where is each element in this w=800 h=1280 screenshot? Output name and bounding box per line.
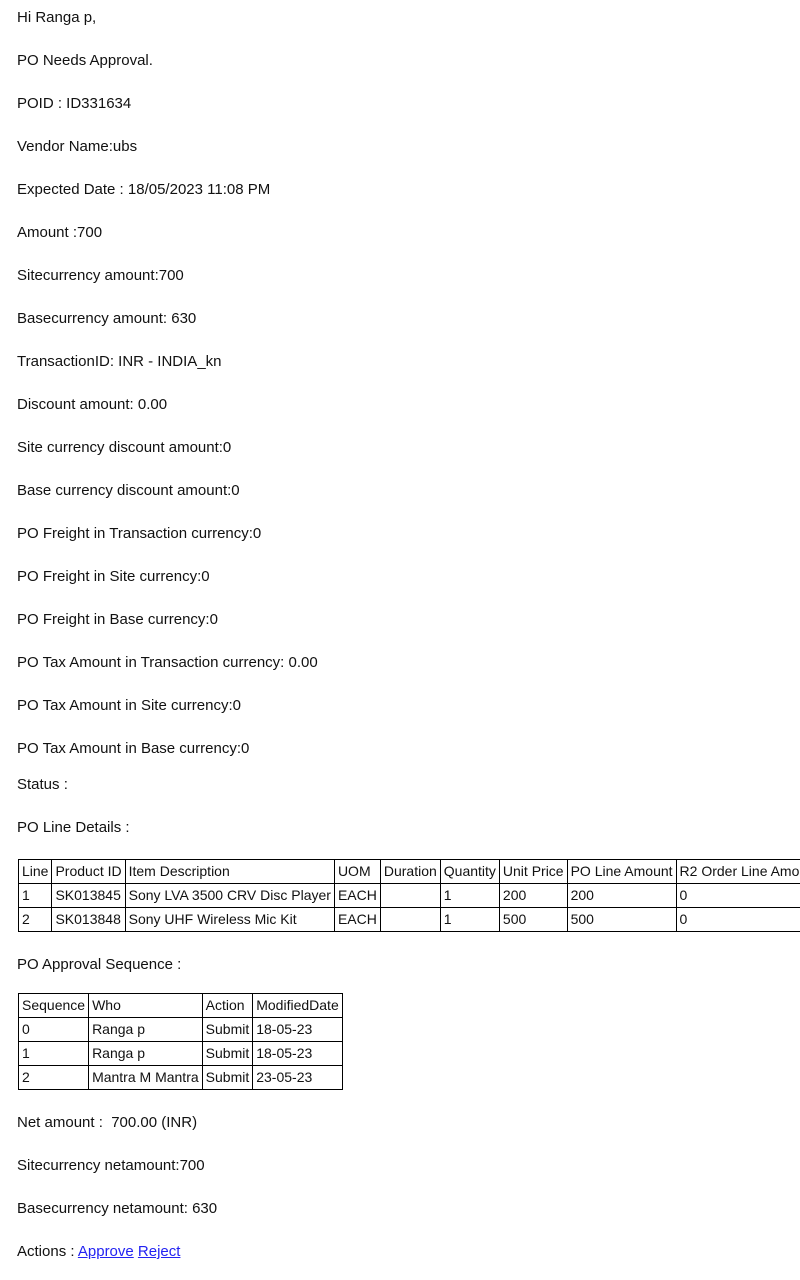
po-approval-sequence-heading: PO Approval Sequence : (17, 956, 182, 973)
field-sitecurrency-amount: Sitecurrency amount:700 (17, 267, 184, 284)
table-cell: Ranga p (88, 1041, 203, 1066)
reject-link[interactable]: Reject (137, 1243, 181, 1260)
approval-notice: PO Needs Approval. (17, 52, 153, 69)
field-po-tax-base-currency: PO Tax Amount in Base currency:0 (17, 740, 250, 757)
table-cell: 18-05-23 (252, 1041, 343, 1066)
table-cell: Sony LVA 3500 CRV Disc Player (124, 883, 335, 908)
po-line-details-table: Line Product ID Item Description UOM Duratio… (17, 859, 800, 932)
field-po-freight-base-currency: PO Freight in Base currency:0 (17, 611, 218, 628)
field-transaction-id: TransactionID: INR - INDIA_kn (17, 353, 222, 370)
field-basecurrency-netamount: Basecurrency netamount: 630 (17, 1200, 218, 1217)
table-cell: 18-05-23 (252, 1017, 343, 1042)
field-po-freight-transaction-currency: PO Freight in Transaction currency:0 (17, 525, 262, 542)
column-header: PO Line Amount (566, 859, 677, 884)
table-cell: Submit (201, 1017, 254, 1042)
table-cell: Ranga p (88, 1017, 203, 1042)
header-row: Line Product ID Item Description UOM Duratio… (17, 859, 800, 884)
column-header: Sequence (17, 993, 90, 1018)
table-cell: Submit (201, 1041, 254, 1066)
field-sitecurrency-netamount: Sitecurrency netamount:700 (17, 1157, 205, 1174)
column-header: UOM (333, 859, 381, 884)
table-cell: 2 (17, 907, 53, 932)
field-net-amount: Net amount : 700.00 (INR) (17, 1114, 198, 1131)
table-cell: 200 (566, 883, 677, 908)
table-cell: 2 (17, 1065, 90, 1090)
field-poid: POID : ID331634 (17, 95, 132, 112)
table-cell: 0 (675, 883, 800, 908)
column-header: Action (201, 993, 254, 1018)
table-row: 2 SK013848 Sony UHF Wireless Mic Kit EACH 1 5… (17, 907, 800, 932)
column-header: Product ID (51, 859, 126, 884)
actions-label: Actions : (17, 1243, 78, 1260)
table-cell: 0 (17, 1017, 90, 1042)
email-body: Hi Ranga p, PO Needs Approval. POID : ID… (17, 9, 800, 1261)
field-po-tax-transaction-currency: PO Tax Amount in Transaction currency: 0… (17, 654, 318, 671)
column-header: Quantity (439, 859, 500, 884)
table-cell: 1 (439, 883, 500, 908)
table-cell: Mantra M Mantra (88, 1065, 203, 1090)
actions-row: Actions : Approve Reject (17, 1243, 790, 1261)
header-row: Sequence Who Action ModifiedDate (17, 993, 343, 1018)
field-status: Status : (17, 776, 68, 793)
table-cell: Sony UHF Wireless Mic Kit (124, 907, 335, 932)
table-row: 1 Ranga p Submit 18-05-23 (17, 1041, 343, 1066)
table-cell: EACH (333, 907, 381, 932)
table-cell: Submit (201, 1065, 254, 1090)
field-site-currency-discount-amount: Site currency discount amount:0 (17, 439, 232, 456)
table-cell (379, 883, 441, 908)
column-header: Who (88, 993, 203, 1018)
column-header: ModifiedDate (252, 993, 343, 1018)
field-po-freight-site-currency: PO Freight in Site currency:0 (17, 568, 210, 585)
column-header: Unit Price (498, 859, 568, 884)
column-header: Line (17, 859, 53, 884)
field-expected-date: Expected Date : 18/05/2023 11:08 PM (17, 181, 271, 198)
table-cell: 23-05-23 (252, 1065, 343, 1090)
table-cell: 1 (17, 883, 53, 908)
greeting: Hi Ranga p, (17, 9, 97, 26)
table-cell: 0 (675, 907, 800, 932)
field-amount: Amount :700 (17, 224, 103, 241)
table-cell: 1 (439, 907, 500, 932)
field-basecurrency-amount: Basecurrency amount: 630 (17, 310, 197, 327)
column-header: Item Description (124, 859, 335, 884)
column-header: R2 Order Line Amount (675, 859, 800, 884)
po-approval-sequence-table: Sequence Who Action ModifiedDate 0 Ranga p Sub… (17, 993, 343, 1090)
table-row: 0 Ranga p Submit 18-05-23 (17, 1017, 343, 1042)
po-line-details-heading: PO Line Details : (17, 819, 130, 836)
table-row: 2 Mantra M Mantra Submit 23-05-23 (17, 1065, 343, 1090)
approve-link[interactable]: Approve (77, 1243, 134, 1260)
table-cell: 1 (17, 1041, 90, 1066)
table-cell: SK013848 (51, 907, 126, 932)
table-cell: SK013845 (51, 883, 126, 908)
table-row: 1 SK013845 Sony LVA 3500 CRV Disc Player EA… (17, 883, 800, 908)
table-cell: EACH (333, 883, 381, 908)
table-cell: 500 (498, 907, 568, 932)
field-discount-amount: Discount amount: 0.00 (17, 396, 168, 413)
table-cell (379, 907, 441, 932)
field-po-tax-site-currency: PO Tax Amount in Site currency:0 (17, 697, 241, 714)
field-vendor-name: Vendor Name:ubs (17, 138, 138, 155)
table-cell: 200 (498, 883, 568, 908)
column-header: Duration (379, 859, 441, 884)
field-base-currency-discount-amount: Base currency discount amount:0 (17, 482, 240, 499)
table-cell: 500 (566, 907, 677, 932)
